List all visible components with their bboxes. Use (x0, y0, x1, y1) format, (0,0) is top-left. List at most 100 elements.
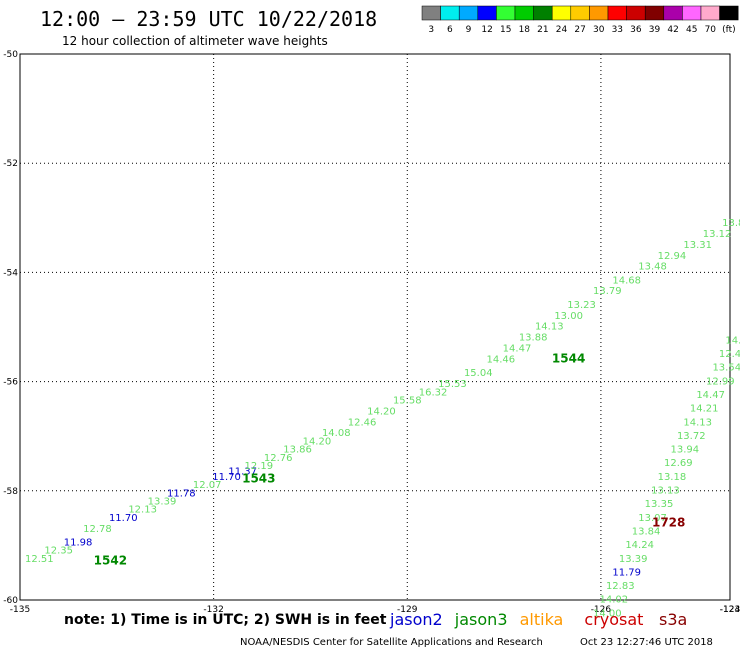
legend-swatch (682, 6, 701, 20)
swh-value: 13.39 (619, 554, 648, 565)
time-label: 1544 (552, 351, 585, 365)
track-points: 12.5112.3511.9812.7811.7012.1313.3911.78… (25, 218, 740, 619)
swh-value: 14.20 (367, 406, 396, 417)
altimeter-chart: 12:00 – 23:59 UTC 10/22/2018 12 hour col… (0, 0, 740, 650)
satellite-label: altika (520, 610, 564, 629)
swh-value: 14.21 (690, 404, 719, 415)
swh-value: 13.54 (712, 363, 740, 374)
legend-label: 21 (537, 25, 548, 35)
swh-value: 12.83 (606, 581, 635, 592)
swh-value: 14.68 (612, 275, 641, 286)
swh-value: 12.99 (706, 376, 735, 387)
swh-value: 13.31 (683, 240, 712, 251)
time-label: 1543 (242, 472, 275, 486)
satellite-legend: jason2 jason3 altika cryosat s3a (389, 610, 687, 629)
x-tick-label: -124 (720, 605, 740, 615)
legend-swatch (515, 6, 534, 20)
legend-swatch (459, 6, 478, 20)
swh-value: 13.12 (703, 229, 732, 240)
legend-swatch (664, 6, 683, 20)
swh-value: 14.47 (503, 344, 532, 355)
legend-swatch (589, 6, 608, 20)
color-scale-legend: 3 6 9 12 15 18 21 24 27 30 33 36 39 42 45 70 (ft) (422, 6, 738, 35)
swh-value: 13.00 (554, 311, 583, 322)
swh-value: 12.78 (83, 524, 112, 535)
legend-swatch (552, 6, 571, 20)
swh-value: 14.03 (725, 335, 740, 346)
legend-label: 9 (466, 25, 472, 35)
y-tick-label: -56 (3, 378, 18, 388)
legend-label: 24 (556, 25, 568, 35)
swh-value: 13.89 (722, 218, 740, 229)
axis-ticks: -135 -132 -129 -126 -123-124 -50 -52 -54 -56 -58 -… (3, 50, 740, 615)
legend-label: 27 (574, 25, 585, 35)
legend-swatch (478, 6, 497, 20)
satellite-label: cryosat (584, 610, 643, 629)
legend-label: 39 (649, 25, 661, 35)
swh-value: 13.18 (658, 472, 687, 483)
legend-swatch (571, 6, 590, 20)
swh-value: 13.23 (567, 300, 596, 311)
satellite-label: s3a (659, 610, 687, 629)
legend-swatch (534, 6, 553, 20)
footer-timestamp: Oct 23 12:27:46 UTC 2018 (580, 637, 713, 648)
swh-value: 12.69 (664, 458, 693, 469)
time-label: 1542 (94, 554, 127, 568)
footer-credit: NOAA/NESDIS Center for Satellite Applica… (240, 637, 543, 648)
legend-label: 33 (612, 25, 623, 35)
swh-value: 13.35 (645, 499, 674, 510)
swh-value: 13.79 (593, 286, 622, 297)
y-tick-label: -52 (3, 159, 18, 169)
y-tick-label: -54 (3, 268, 18, 278)
legend-label: 12 (481, 25, 492, 35)
legend-label: 3 (428, 25, 434, 35)
swh-value: 14.24 (625, 540, 654, 551)
y-tick-label: -60 (3, 596, 18, 606)
swh-value: 11.98 (64, 537, 93, 548)
legend-label: 70 (705, 25, 717, 35)
footer-note: note: 1) Time is in UTC; 2) SWH is in fe… (64, 612, 387, 628)
swh-value: 13.72 (677, 431, 706, 442)
swh-value: 14.13 (683, 417, 712, 428)
swh-value: 15.53 (438, 379, 467, 390)
legend-swatch (720, 6, 739, 20)
chart-subtitle: 12 hour collection of altimeter wave hei… (62, 34, 328, 48)
y-tick-label: -58 (3, 487, 18, 497)
swh-value: 13.13 (651, 486, 680, 497)
swh-value: 11.78 (167, 488, 196, 499)
swh-value: 14.13 (535, 322, 564, 333)
swh-value: 13.94 (670, 445, 699, 456)
chart-title: 12:00 – 23:59 UTC 10/22/2018 (40, 7, 377, 31)
swh-value: 15.58 (393, 395, 422, 406)
legend-label: 6 (447, 25, 453, 35)
time-label: 1728 (652, 515, 685, 529)
y-tick-label: -50 (3, 50, 18, 60)
legend-label: (ft) (722, 25, 736, 35)
swh-value: 13.48 (638, 262, 667, 273)
legend-label: 36 (630, 25, 642, 35)
legend-swatch (645, 6, 664, 20)
swh-value: 12.46 (348, 417, 377, 428)
swh-value: 12.94 (658, 251, 687, 262)
legend-swatch (496, 6, 515, 20)
satellite-label: jason3 (454, 610, 508, 629)
legend-label: 18 (519, 25, 531, 35)
swh-value: 14.46 (487, 354, 516, 365)
legend-label: 45 (686, 25, 697, 35)
swh-value: 14.47 (696, 390, 725, 401)
legend-label: 30 (593, 25, 605, 35)
legend-swatch (608, 6, 627, 20)
swh-value: 15.04 (464, 368, 493, 379)
swh-value: 11.79 (612, 567, 641, 578)
legend-swatch (422, 6, 441, 20)
swh-value: 14.08 (322, 428, 351, 439)
swh-value: 14.02 (599, 595, 628, 606)
x-tick-label: -135 (10, 605, 30, 615)
swh-value: 12.41 (719, 349, 740, 360)
swh-value: 13.88 (519, 333, 548, 344)
legend-label: 42 (667, 25, 678, 35)
legend-label: 15 (500, 25, 511, 35)
legend-swatch (627, 6, 646, 20)
legend-swatch (441, 6, 460, 20)
satellite-label: jason2 (389, 610, 443, 629)
